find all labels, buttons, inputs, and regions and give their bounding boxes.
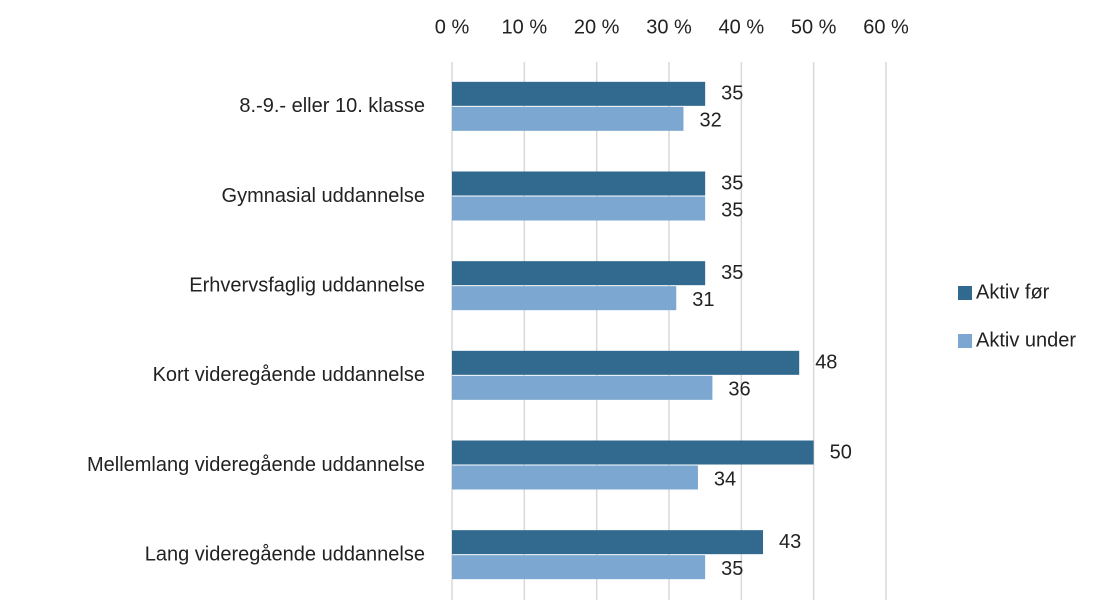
data-label: 35 bbox=[721, 83, 743, 105]
bar bbox=[452, 171, 706, 196]
bar bbox=[452, 375, 713, 400]
x-tick-label: 40 % bbox=[719, 16, 765, 38]
data-label: 50 bbox=[830, 441, 852, 463]
x-tick-label: 20 % bbox=[574, 16, 620, 38]
data-label: 35 bbox=[721, 558, 743, 580]
bar bbox=[452, 196, 706, 221]
y-tick-label: Mellemlang videregående uddannelse bbox=[87, 454, 425, 476]
bar bbox=[452, 465, 698, 490]
data-label: 31 bbox=[692, 289, 714, 311]
x-tick-label: 30 % bbox=[646, 16, 692, 38]
bar bbox=[452, 286, 677, 311]
bar bbox=[452, 530, 764, 555]
bar bbox=[452, 350, 800, 375]
data-label: 36 bbox=[728, 379, 750, 401]
data-label: 43 bbox=[779, 531, 801, 553]
data-label: 35 bbox=[721, 199, 743, 221]
legend-swatch bbox=[958, 286, 972, 300]
bar bbox=[452, 555, 706, 580]
data-label: 34 bbox=[714, 468, 736, 490]
x-tick-label: 60 % bbox=[863, 16, 909, 38]
y-tick-label: 8.-9.- eller 10. klasse bbox=[239, 95, 425, 117]
bar bbox=[452, 106, 684, 131]
legend-label: Aktiv under bbox=[976, 329, 1076, 351]
x-tick-label: 0 % bbox=[435, 16, 470, 38]
x-tick-label: 50 % bbox=[791, 16, 837, 38]
data-label: 48 bbox=[815, 352, 837, 374]
y-tick-label: Gymnasial uddannelse bbox=[222, 185, 425, 207]
data-label: 32 bbox=[699, 110, 721, 132]
bar bbox=[452, 261, 706, 286]
legend-label: Aktiv før bbox=[976, 281, 1050, 303]
x-tick-label: 10 % bbox=[502, 16, 548, 38]
y-tick-label: Erhvervsfaglig uddannelse bbox=[189, 274, 425, 296]
legend-swatch bbox=[958, 334, 972, 348]
data-label: 35 bbox=[721, 262, 743, 284]
bar bbox=[452, 81, 706, 106]
y-tick-label: Kort videregående uddannelse bbox=[153, 364, 425, 386]
y-tick-label: Lang videregående uddannelse bbox=[145, 543, 425, 565]
bar bbox=[452, 440, 814, 465]
data-label: 35 bbox=[721, 172, 743, 194]
